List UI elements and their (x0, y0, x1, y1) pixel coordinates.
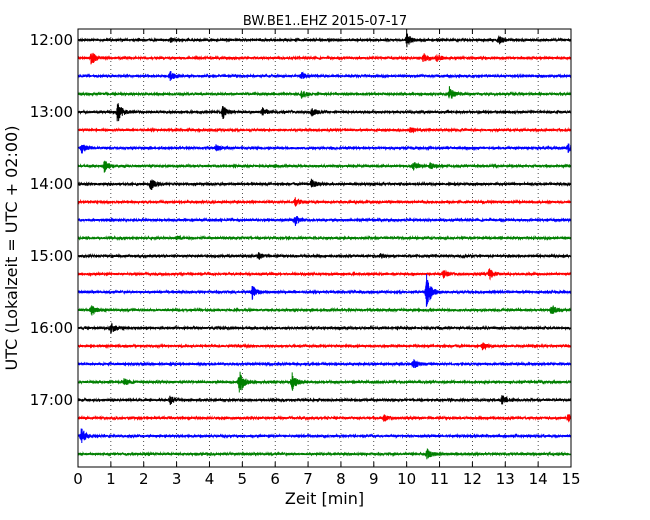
x-tick-label: 7 (303, 470, 313, 488)
x-tick-label: 13 (496, 470, 515, 488)
trace-1615 (77, 342, 572, 351)
trace-1345 (77, 160, 572, 173)
trace-1545 (77, 305, 572, 316)
trace-1745 (77, 448, 572, 460)
trace-1730 (77, 428, 572, 444)
trace-1600 (77, 322, 572, 334)
trace-1300 (77, 103, 572, 122)
trace-1245 (77, 86, 572, 99)
trace-1200 (77, 33, 572, 48)
x-tick-label: 2 (139, 470, 149, 488)
trace-1715 (77, 414, 572, 423)
traces (77, 33, 572, 460)
trace-1415 (77, 197, 572, 207)
x-tick-label: 12 (463, 470, 482, 488)
trace-1400 (77, 178, 572, 191)
trace-1430 (77, 215, 572, 226)
y-tick-label: 14:00 (30, 175, 73, 193)
trace-1330 (77, 143, 572, 154)
x-tick-label: 6 (270, 470, 280, 488)
x-tick-label: 14 (529, 470, 548, 488)
x-tick-label: 4 (205, 470, 215, 488)
y-tick-label: 12:00 (30, 31, 73, 49)
x-tick-label: 1 (106, 470, 116, 488)
trace-1315 (77, 126, 572, 134)
trace-1700 (77, 395, 572, 406)
y-axis-label: UTC (Lokalzeit = UTC + 02:00) (2, 126, 21, 371)
plot-frame (77, 28, 572, 468)
x-tick-label: 0 (73, 470, 83, 488)
y-tick-label: 16:00 (30, 319, 73, 337)
y-tick-label: 13:00 (30, 103, 73, 121)
trace-1215 (77, 52, 572, 65)
x-tick-label: 15 (561, 470, 580, 488)
ticks: 0 1 2 3 4 5 6 7 8 9 10 11 12 13 14 1512:0013:0014:0015:… (30, 29, 581, 488)
y-tick-label: 15:00 (30, 247, 73, 265)
x-tick-label: 9 (369, 470, 379, 488)
trace-1630 (77, 359, 572, 369)
trace-1445 (77, 234, 572, 242)
x-tick-label: 5 (238, 470, 248, 488)
trace-1530 (77, 274, 572, 307)
x-tick-label: 3 (172, 470, 182, 488)
x-tick-label: 8 (336, 470, 346, 488)
x-tick-label: 11 (430, 470, 449, 488)
x-tick-label: 10 (397, 470, 416, 488)
trace-1645 (77, 371, 572, 393)
chart-title: BW.BE1..EHZ 2015-07-17 (243, 14, 407, 29)
trace-1515 (77, 268, 572, 281)
trace-1500 (77, 251, 572, 260)
trace-1230 (77, 70, 572, 82)
y-tick-label: 17:00 (30, 391, 73, 409)
x-axis-label: Zeit [min] (285, 489, 364, 508)
